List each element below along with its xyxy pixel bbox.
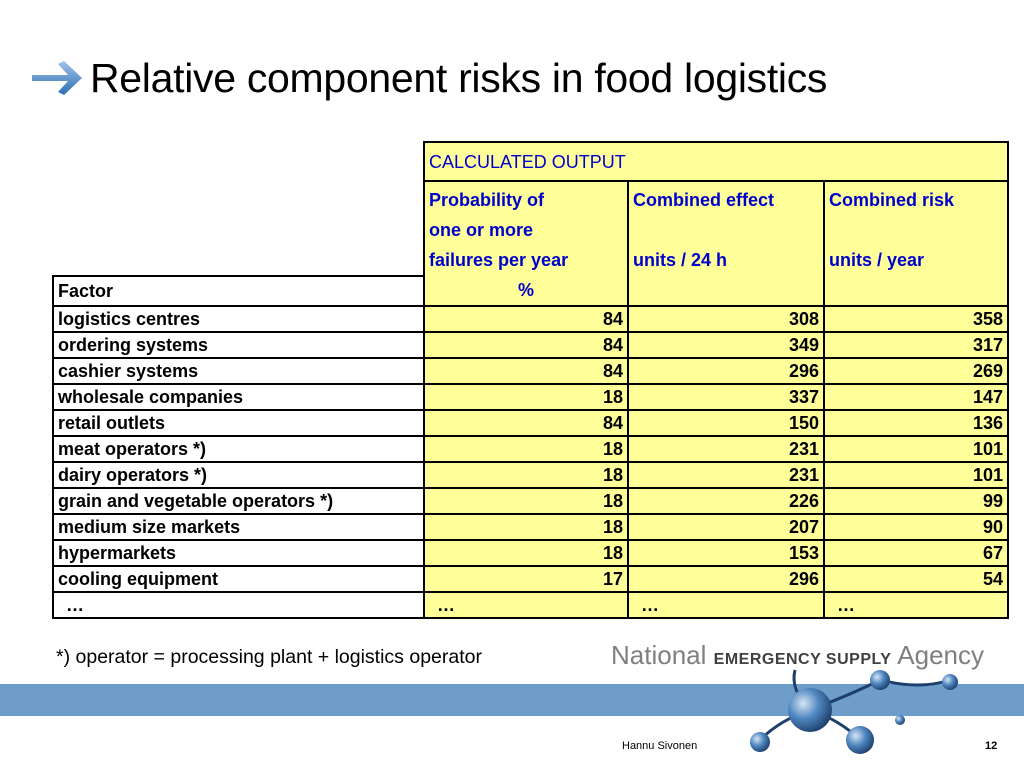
molecule-graphic-icon xyxy=(750,669,958,754)
effect-cell: 296 xyxy=(627,357,825,385)
combined-risk-header: Combined risk units / year xyxy=(823,180,1009,307)
risk-cell: 67 xyxy=(823,539,1009,567)
factor-cell: dairy operators *) xyxy=(52,461,425,489)
author-name: Hannu Sivonen xyxy=(622,740,698,752)
risk-cell: 90 xyxy=(823,513,1009,541)
risk-cell: 269 xyxy=(823,357,1009,385)
probability-cell: … xyxy=(423,591,629,619)
risk-cell: 317 xyxy=(823,331,1009,359)
combined-effect-header: Combined effect units / 24 h xyxy=(627,180,825,307)
page-number: 12 xyxy=(985,740,998,752)
table-body: logistics centres 84 308 358 ordering system… xyxy=(52,305,1009,619)
factor-cell: hypermarkets xyxy=(52,539,425,567)
table-row: medium size markets 18 207 90 xyxy=(52,513,1009,541)
probability-cell: 18 xyxy=(423,435,629,463)
table-row: ordering systems 84 349 317 xyxy=(52,331,1009,359)
table-row: cooling equipment 17 296 54 xyxy=(52,565,1009,593)
effect-cell: 153 xyxy=(627,539,825,567)
table-row: dairy operators *) 18 231 101 xyxy=(52,461,1009,489)
effect-cell: 226 xyxy=(627,487,825,515)
factor-cell: retail outlets xyxy=(52,409,425,437)
table-row: retail outlets 84 150 136 xyxy=(52,409,1009,437)
probability-cell: 84 xyxy=(423,305,629,333)
effect-cell: 231 xyxy=(627,461,825,489)
table-row: grain and vegetable operators *) 18 226 99 xyxy=(52,487,1009,515)
table-row: meat operators *) 18 231 101 xyxy=(52,435,1009,463)
probability-cell: 18 xyxy=(423,383,629,411)
probability-cell: 18 xyxy=(423,461,629,489)
effect-cell: … xyxy=(627,591,825,619)
factor-cell: meat operators *) xyxy=(52,435,425,463)
footnote: *) operator = processing plant + logisti… xyxy=(56,646,482,668)
probability-cell: 18 xyxy=(423,513,629,541)
effect-cell: 308 xyxy=(627,305,825,333)
risk-cell: 54 xyxy=(823,565,1009,593)
probability-cell: 84 xyxy=(423,409,629,437)
slide-title: Relative component risks in food logisti… xyxy=(90,54,828,101)
probability-header: Probability of one or more failures per … xyxy=(423,180,629,307)
factor-header: Factor xyxy=(52,274,425,307)
risk-cell: 99 xyxy=(823,487,1009,515)
arrow-right-icon xyxy=(32,61,82,95)
table-row: cashier systems 84 296 269 xyxy=(52,357,1009,385)
risk-table: CALCULATED OUTPUT Probability of one or … xyxy=(52,141,1009,619)
table-row: wholesale companies 18 337 147 xyxy=(52,383,1009,411)
agency-logo: National EMERGENCY SUPPLY Agency xyxy=(611,640,984,670)
factor-cell: … xyxy=(52,591,425,619)
factor-cell: cooling equipment xyxy=(52,565,425,593)
table-row: ………… xyxy=(52,591,1009,619)
effect-cell: 337 xyxy=(627,383,825,411)
risk-cell: … xyxy=(823,591,1009,619)
table-row: logistics centres 84 308 358 xyxy=(52,305,1009,333)
risk-cell: 358 xyxy=(823,305,1009,333)
probability-cell: 84 xyxy=(423,331,629,359)
probability-cell: 18 xyxy=(423,539,629,567)
factor-cell: logistics centres xyxy=(52,305,425,333)
risk-cell: 136 xyxy=(823,409,1009,437)
effect-cell: 207 xyxy=(627,513,825,541)
effect-cell: 231 xyxy=(627,435,825,463)
effect-cell: 150 xyxy=(627,409,825,437)
factor-cell: cashier systems xyxy=(52,357,425,385)
probability-cell: 18 xyxy=(423,487,629,515)
factor-cell: medium size markets xyxy=(52,513,425,541)
table-corner xyxy=(53,142,424,181)
probability-cell: 84 xyxy=(423,357,629,385)
risk-cell: 147 xyxy=(823,383,1009,411)
effect-cell: 296 xyxy=(627,565,825,593)
title-row: Relative component risks in food logisti… xyxy=(28,48,827,108)
risk-cell: 101 xyxy=(823,461,1009,489)
factor-cell: wholesale companies xyxy=(52,383,425,411)
calculated-output-header: CALCULATED OUTPUT xyxy=(423,141,1009,182)
factor-cell: ordering systems xyxy=(52,331,425,359)
table-row: hypermarkets 18 153 67 xyxy=(52,539,1009,567)
effect-cell: 349 xyxy=(627,331,825,359)
footer-band xyxy=(0,684,1024,716)
risk-cell: 101 xyxy=(823,435,1009,463)
factor-cell: grain and vegetable operators *) xyxy=(52,487,425,515)
probability-cell: 17 xyxy=(423,565,629,593)
